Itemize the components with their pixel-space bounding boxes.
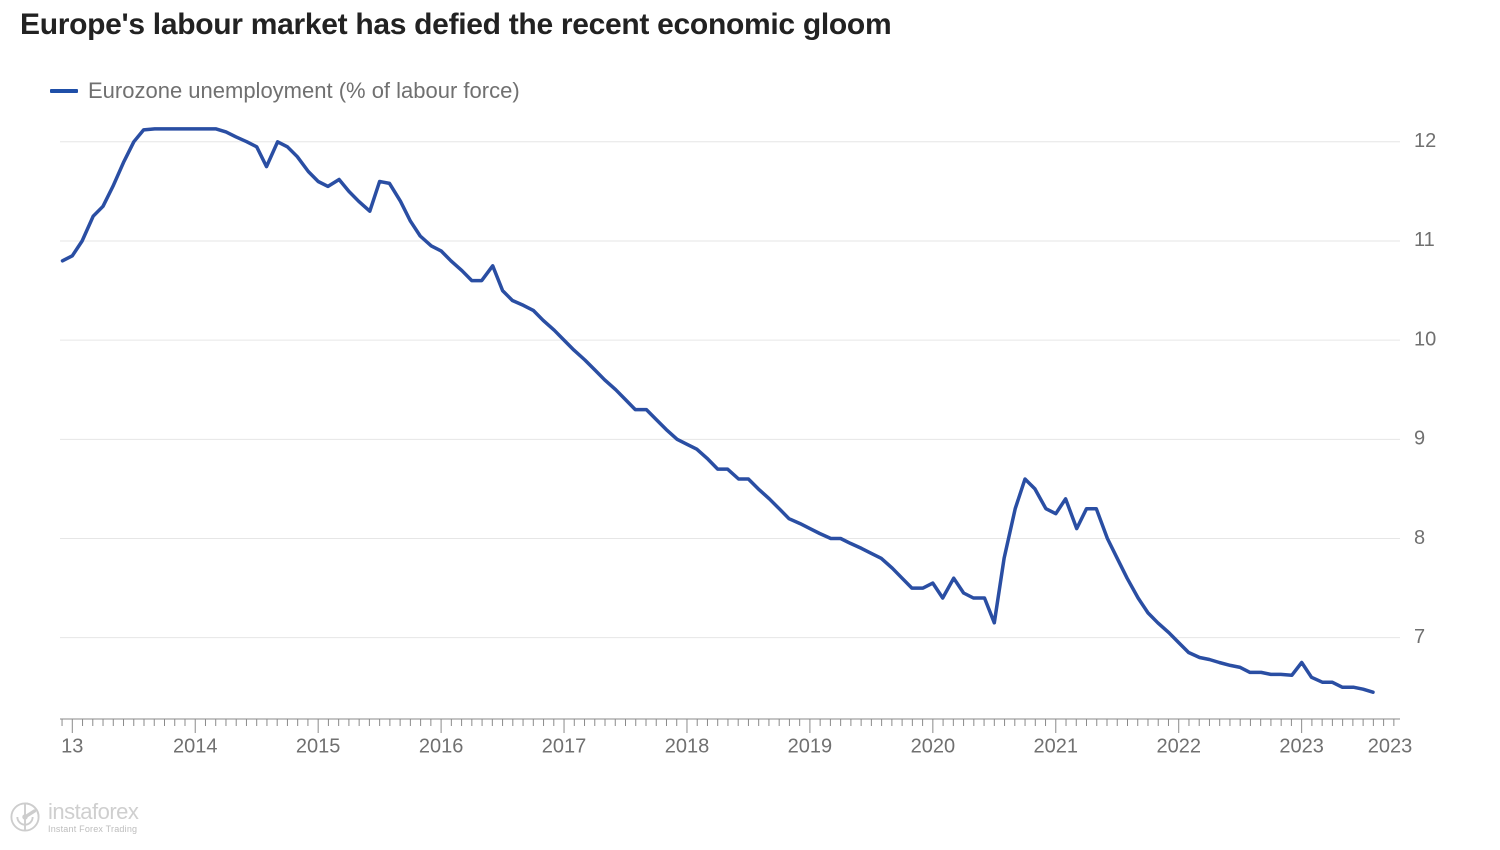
- chart-legend: Eurozone unemployment (% of labour force…: [50, 78, 1480, 104]
- x-axis-label: 2018: [665, 736, 710, 758]
- x-axis-label: 13: [61, 736, 83, 758]
- x-axis-label: 2022: [1156, 736, 1201, 758]
- chart-title: Europe's labour market has defied the re…: [20, 8, 1480, 42]
- watermark-tagline: Instant Forex Trading: [48, 825, 138, 834]
- x-axis-label: 2015: [296, 736, 341, 758]
- x-axis-label: 2020: [911, 736, 956, 758]
- y-axis-label: 7: [1414, 626, 1425, 648]
- unemployment-series-line: [63, 129, 1374, 692]
- x-axis-label: 2023: [1279, 736, 1324, 758]
- watermark: instaforex Instant Forex Trading: [0, 794, 148, 840]
- instaforex-logo-icon: [8, 800, 42, 834]
- y-axis-label: 8: [1414, 527, 1425, 549]
- x-axis-label: 2023: [1368, 736, 1413, 758]
- x-axis-label: 2019: [788, 736, 833, 758]
- x-axis-label: 2017: [542, 736, 587, 758]
- watermark-brand: instaforex: [48, 801, 138, 823]
- legend-label: Eurozone unemployment (% of labour force…: [88, 78, 520, 104]
- x-axis-label: 2014: [173, 736, 218, 758]
- y-axis-label: 12: [1414, 130, 1436, 152]
- y-axis-label: 9: [1414, 428, 1425, 450]
- y-axis-label: 11: [1414, 229, 1435, 251]
- x-axis-label: 2021: [1034, 736, 1079, 758]
- x-axis-label: 2016: [419, 736, 464, 758]
- y-axis-label: 10: [1414, 328, 1436, 350]
- legend-swatch: [50, 89, 78, 93]
- chart-area: 7 8 9 10 11 12 13 2014 2015 2016 2017 2018 2019 2020 2…: [20, 112, 1480, 772]
- line-chart-svg: 7 8 9 10 11 12 13 2014 2015 2016 2017 2018 2019 2020 2…: [20, 112, 1480, 772]
